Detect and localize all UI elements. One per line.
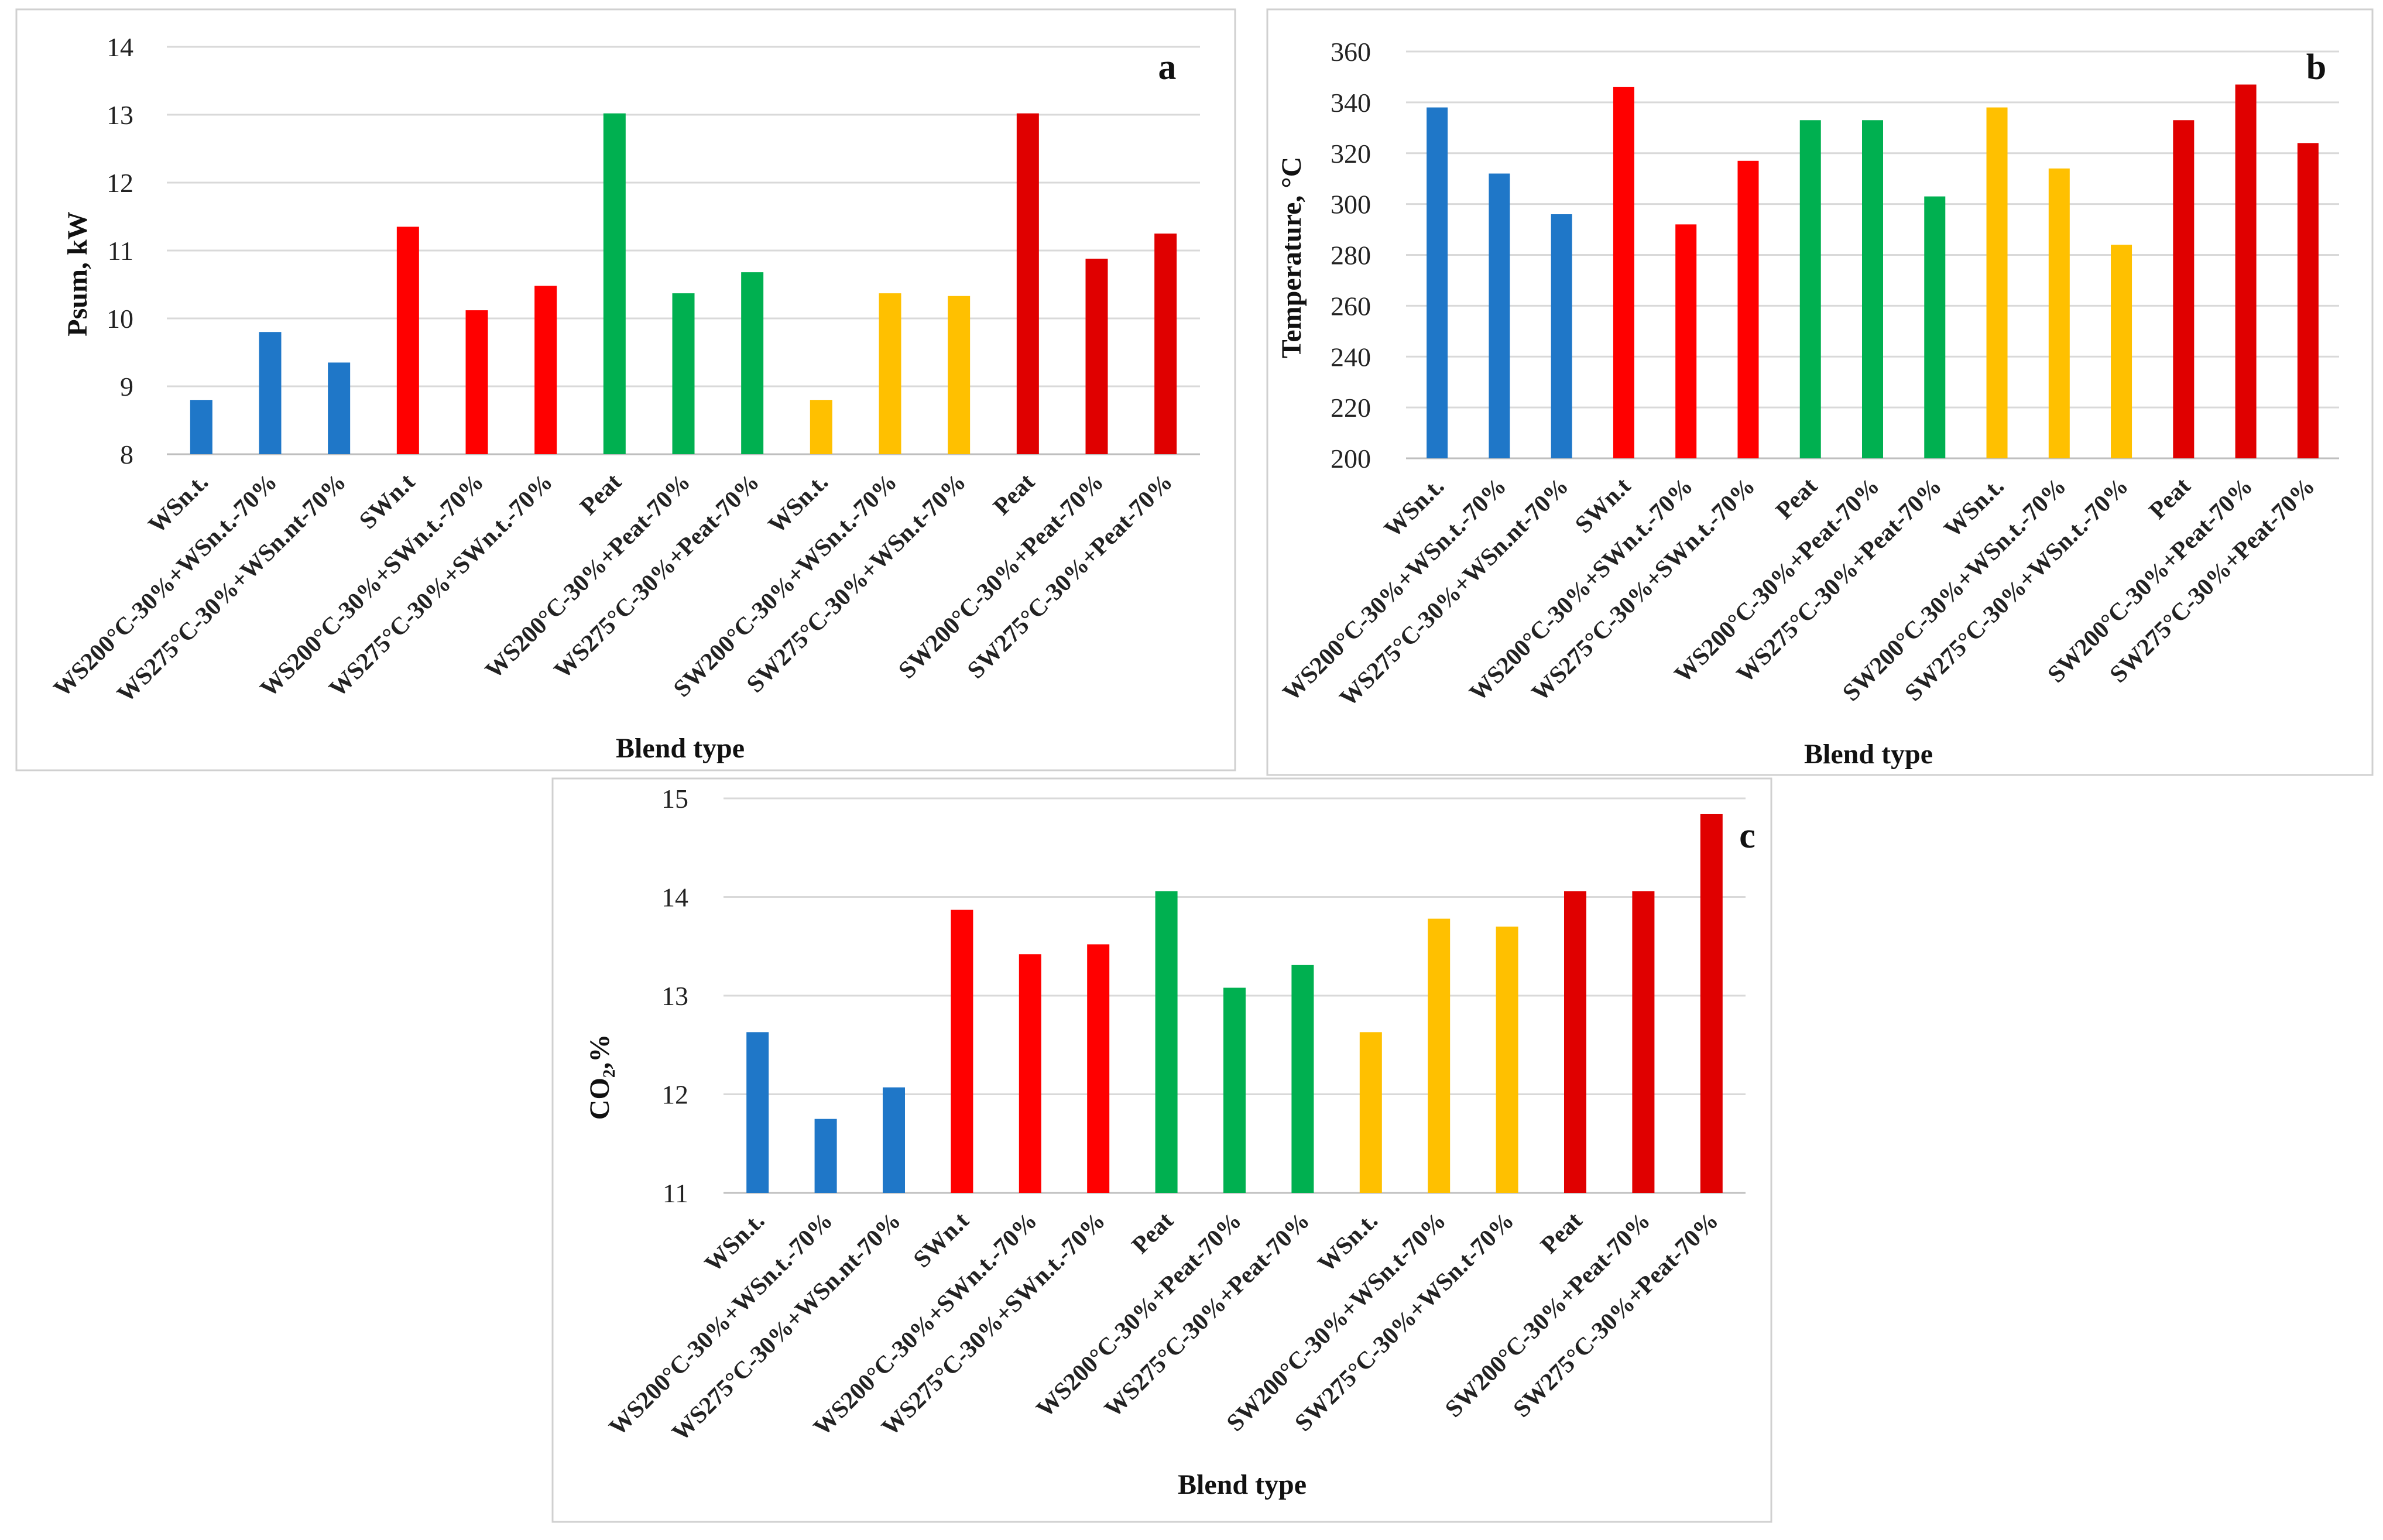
panel-c-bar [1496,927,1518,1193]
panel-a-bar [190,400,212,454]
panel-c-bar [1564,891,1586,1193]
panel-c-bar [1632,891,1655,1193]
panel-b-bar [2235,84,2257,458]
panel-c-bar [1700,814,1723,1193]
panel-a-bar [948,296,971,454]
panel-b-y-ticks: 200 220 240 260 280 300 320 340 360 [1331,37,1371,474]
panel-a-bar [810,400,832,454]
panel-c-bar [1155,891,1178,1193]
panel-b-bar [2297,143,2319,458]
panel-a-bars [190,113,1177,454]
panel-c-x-axis-title: Blend type [1178,1469,1307,1500]
panel-b-bar [1986,107,2008,458]
panel-c-y-tick-label: 15 [661,784,688,814]
panel-c-bar [1359,1032,1382,1193]
panel-a-x-axis-title: Blend type [616,733,745,764]
panel-c-bars [746,814,1723,1193]
panel-a-y-ticks: 8 9 10 11 12 13 14 [107,32,133,469]
panel-c-bar [746,1032,769,1193]
panel-a-frame [15,8,1236,771]
panel-c-bar [1223,987,1246,1193]
panel-a-y-tick-label: 11 [108,236,133,266]
panel-b-y-axis-title: Temperature, °C [1276,157,1307,358]
panel-b-y-tick-label: 300 [1331,190,1371,219]
panel-c-y-ticks: 11 12 13 14 15 [661,784,688,1208]
panel-b-bar [1613,87,1634,458]
panel-b-bar [2048,168,2070,458]
panel-b-y-tick-label: 240 [1331,342,1371,372]
panel-c-bar [1428,918,1451,1193]
panel-b-bar [1737,160,1759,458]
panel-a-y-tick-label: 9 [120,372,133,402]
panel-a-y-tick-label: 13 [107,100,133,130]
panel-b-label: b [2306,47,2326,87]
panel-c-bar [1291,965,1314,1193]
panel-b-bar [1862,120,1883,458]
panel-a-bar [879,293,901,454]
panel-a-bar [1085,258,1108,454]
panel-a-y-tick-label: 12 [107,168,133,198]
panel-a-bar [259,332,282,454]
panel-c-y-tick-label: 11 [663,1178,688,1208]
panel-b-bar [1924,196,1946,458]
panel-b-y-tick-label: 200 [1331,444,1371,474]
panel-c-bar [883,1087,905,1193]
panel-b-y-tick-label: 260 [1331,291,1371,321]
panel-c-bar [1019,954,1041,1193]
panel-b-bar [1799,120,1821,458]
panel-b-bar [2111,245,2132,458]
panel-b-bar [1551,214,1572,458]
panel-a-bar [534,286,557,454]
panel-a-bar [603,113,626,454]
panel-c-bar [1087,944,1110,1193]
panel-a-bar [741,272,764,454]
panel-b-x-axis-title: Blend type [1804,739,1933,770]
panel-c-label: c [1739,816,1755,856]
panel-b-bar [1489,173,1510,458]
panel-c-bar [951,910,973,1193]
panel-a-y-tick-label: 14 [107,32,133,62]
panel-a-bar [328,362,351,454]
panel-b-bar [2173,120,2195,458]
panel-a-bar [465,310,488,454]
panel-b-bars [1427,84,2319,458]
panel-b-bar [1427,107,1448,458]
panel-a-label: a [1158,47,1177,87]
panel-a-y-axis-title: Psum, kW [62,211,93,336]
panel-b-bar [1675,224,1697,458]
panel-b-y-tick-label: 340 [1331,88,1371,118]
panel-c-y-axis-title: CO₂,% [584,1034,615,1120]
panel-c-y-tick-label: 12 [661,1080,688,1110]
panel-b-y-tick-label: 220 [1331,393,1371,423]
panel-b-y-tick-label: 320 [1331,139,1371,169]
panel-a-bar [672,293,695,454]
panel-a-bar [396,227,419,454]
panel-c-bar [814,1119,837,1193]
panel-a-y-tick-label: 10 [107,304,133,334]
panel-c-y-tick-label: 14 [661,883,688,913]
panel-a-y-tick-label: 8 [120,440,133,469]
panel-a-bar [1154,234,1177,454]
panel-a-bar [1016,113,1039,454]
panel-b-y-tick-label: 360 [1331,37,1371,67]
panel-c-y-tick-label: 13 [661,981,688,1011]
panel-b-y-tick-label: 280 [1331,241,1371,270]
